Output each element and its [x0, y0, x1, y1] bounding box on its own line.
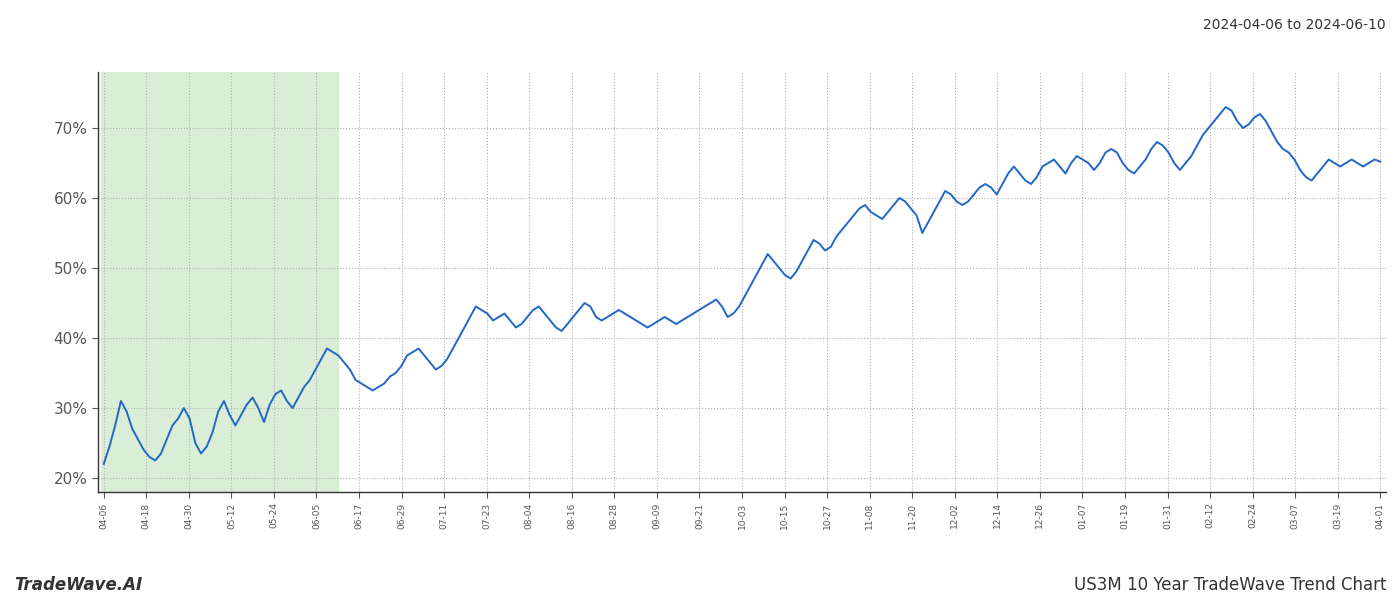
Text: US3M 10 Year TradeWave Trend Chart: US3M 10 Year TradeWave Trend Chart [1074, 576, 1386, 594]
Bar [101, 72, 337, 492]
Text: 2024-04-06 to 2024-06-10: 2024-04-06 to 2024-06-10 [1204, 18, 1386, 32]
Text: TradeWave.AI: TradeWave.AI [14, 576, 143, 594]
